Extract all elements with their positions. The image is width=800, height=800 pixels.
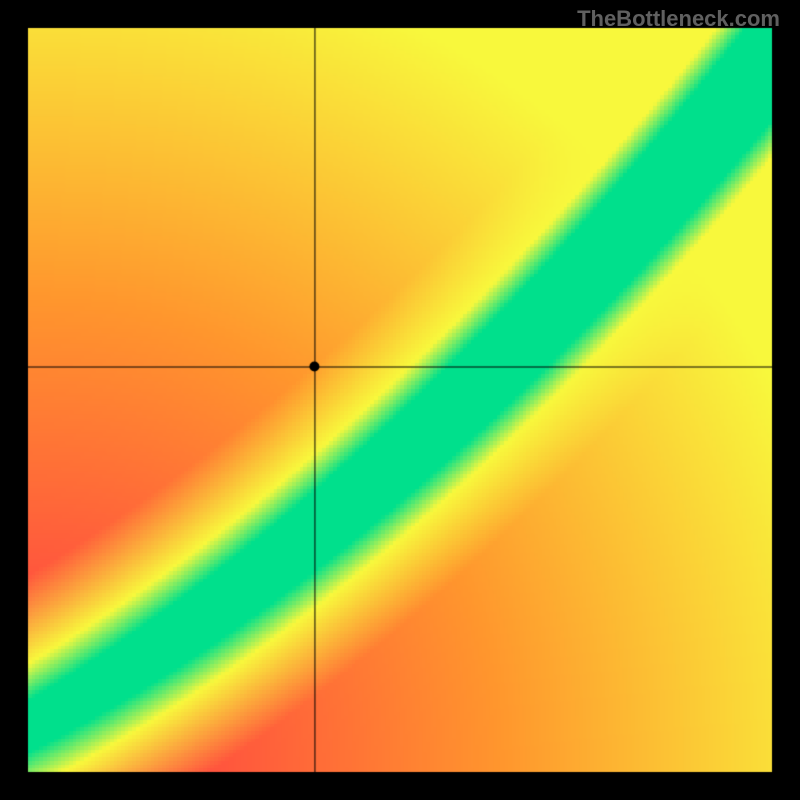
- chart-container: TheBottleneck.com: [0, 0, 800, 800]
- heatmap-canvas: [0, 0, 800, 800]
- watermark-text: TheBottleneck.com: [577, 6, 780, 32]
